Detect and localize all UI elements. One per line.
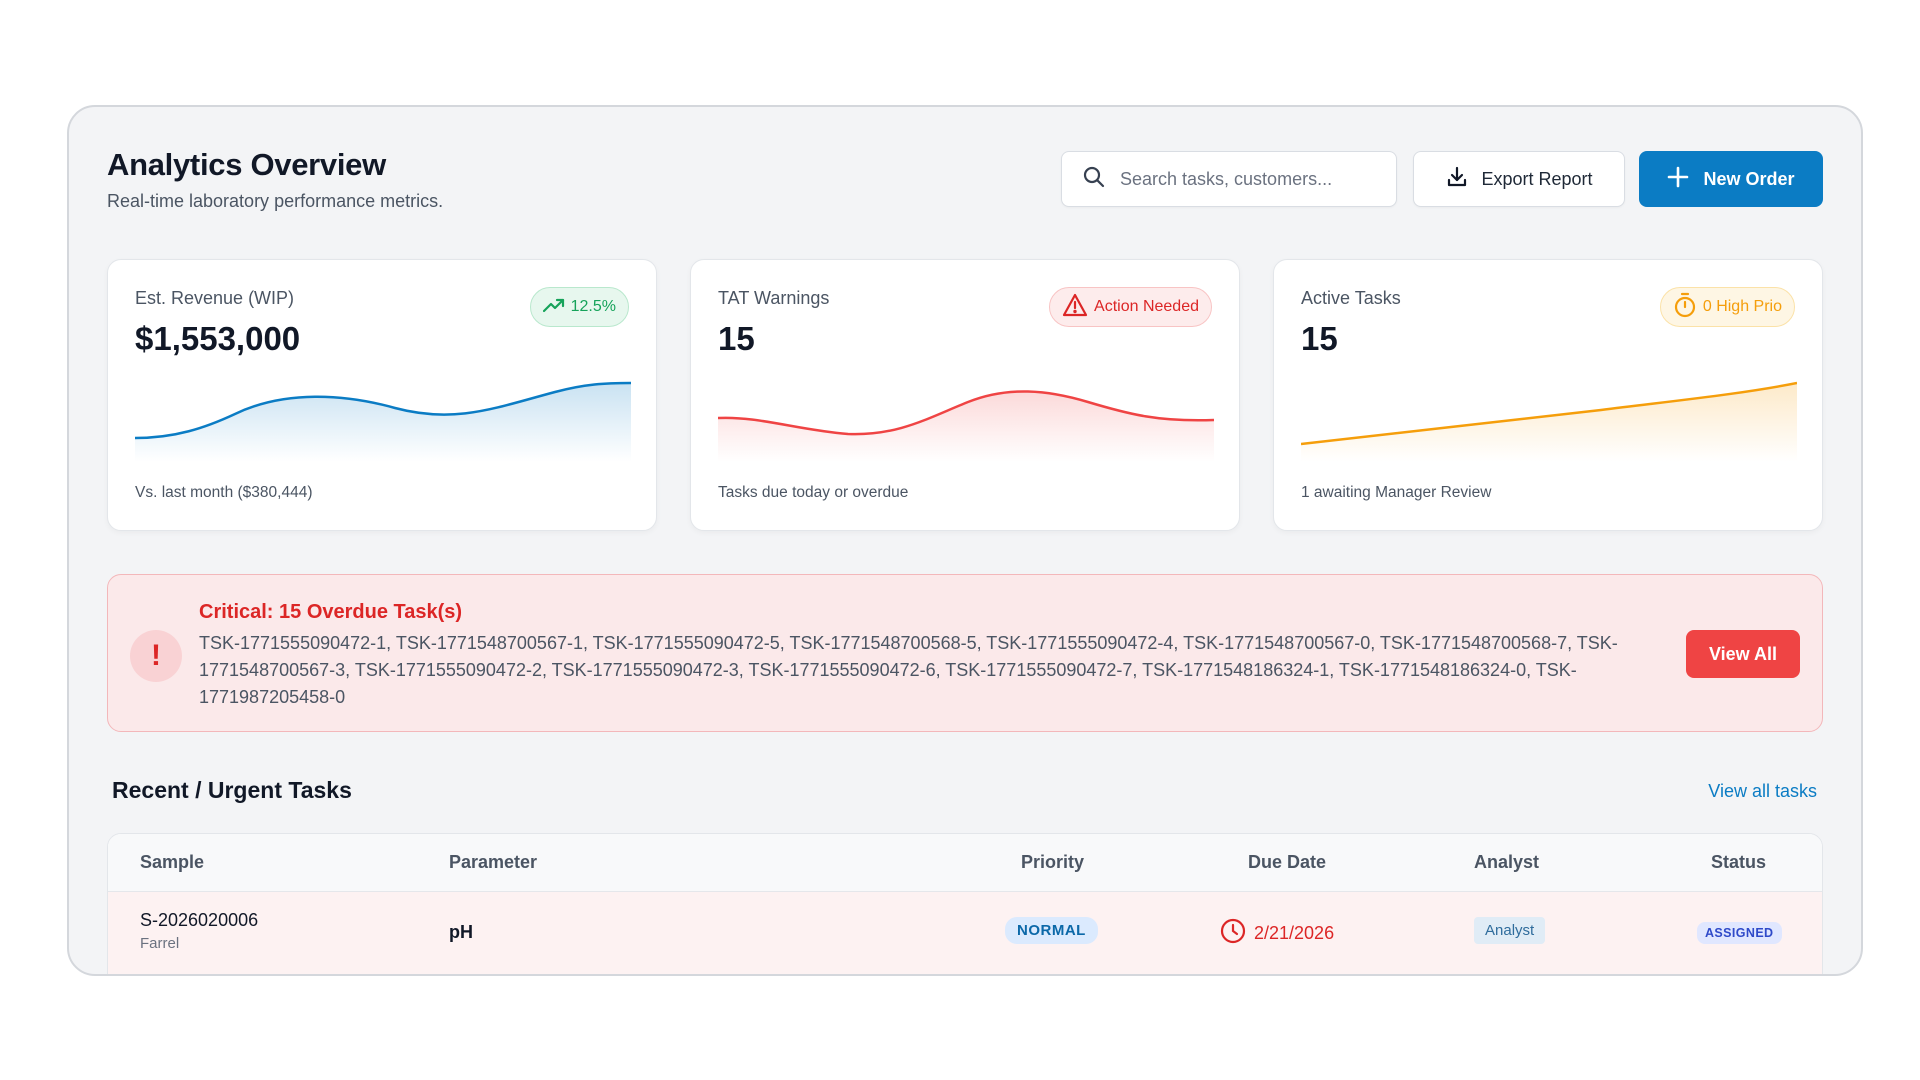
column-header-parameter[interactable]: Parameter xyxy=(449,852,538,872)
card-value: 15 xyxy=(1301,320,1338,357)
sample-id: S-2026020006 xyxy=(140,910,259,930)
priority-badge-text: 0 High Prio xyxy=(1702,298,1782,315)
sample-cell: S-2026020006 Farrel xyxy=(140,910,258,952)
tat-warnings-card: TAT Warnings 15 Action Needed xyxy=(690,259,1240,531)
new-order-button[interactable]: New Order xyxy=(1639,151,1823,207)
analyst-badge: Analyst xyxy=(1474,917,1546,944)
due-date-text: 2/21/2026 xyxy=(1254,923,1335,943)
status-cell: ASSIGNED xyxy=(1697,922,1782,944)
tat-sparkline xyxy=(718,390,1214,462)
section-title: Recent / Urgent Tasks xyxy=(112,777,352,803)
page-title: Analytics Overview xyxy=(107,147,386,182)
export-report-button[interactable]: Export Report xyxy=(1413,151,1625,207)
card-value: 15 xyxy=(718,320,755,357)
parameter-cell: pH xyxy=(449,922,473,942)
trend-badge: 12.5% xyxy=(529,287,629,327)
search-box[interactable] xyxy=(1061,151,1397,207)
column-header-priority[interactable]: Priority xyxy=(1021,852,1085,872)
column-header-status[interactable]: Status xyxy=(1711,852,1767,872)
search-input[interactable] xyxy=(1120,168,1360,190)
column-header-due-date[interactable]: Due Date xyxy=(1248,852,1327,872)
view-all-tasks-link[interactable]: View all tasks xyxy=(1708,781,1817,801)
card-label: TAT Warnings xyxy=(718,288,830,308)
clock-icon xyxy=(1220,918,1246,949)
analyst-cell: Analyst xyxy=(1474,917,1546,944)
action-badge: Action Needed xyxy=(1049,287,1212,327)
search-icon xyxy=(1082,165,1106,194)
trending-up-icon xyxy=(542,297,565,318)
card-label: Est. Revenue (WIP) xyxy=(135,288,295,308)
priority-cell: NORMAL xyxy=(1005,917,1098,944)
card-footer: Vs. last month ($380,444) xyxy=(135,484,313,501)
exclamation-icon: ! xyxy=(130,630,182,682)
priority-badge: NORMAL xyxy=(1005,917,1098,944)
new-order-label: New Order xyxy=(1703,168,1795,189)
action-badge-text: Action Needed xyxy=(1094,298,1199,315)
warning-triangle-icon xyxy=(1062,293,1088,322)
dashboard-frame: Analytics Overview Real-time laboratory … xyxy=(67,105,1863,976)
alert-task-list: TSK-1771555090472-1, TSK-1771548700567-1… xyxy=(199,633,1618,707)
status-badge: ASSIGNED xyxy=(1697,922,1782,944)
alert-title: Critical: 15 Overdue Task(s) xyxy=(199,601,463,623)
stopwatch-icon xyxy=(1673,292,1697,323)
view-all-button[interactable]: View All xyxy=(1686,630,1800,678)
active-tasks-sparkline xyxy=(1301,381,1797,462)
page-subtitle: Real-time laboratory performance metrics… xyxy=(107,191,444,211)
overdue-alert: ! Critical: 15 Overdue Task(s) TSK-17715… xyxy=(107,574,1823,732)
column-header-analyst[interactable]: Analyst xyxy=(1474,852,1540,872)
due-date-cell: 2/21/2026 xyxy=(1220,918,1334,949)
table-header: Sample Parameter Priority Due Date Analy… xyxy=(108,834,1822,892)
table-row[interactable]: S-2026020006 Farrel pH NORMAL 2/21/2026 xyxy=(108,892,1822,974)
download-icon xyxy=(1445,165,1469,194)
trend-badge-text: 12.5% xyxy=(570,298,616,315)
export-report-label: Export Report xyxy=(1481,168,1593,189)
column-header-sample[interactable]: Sample xyxy=(140,852,205,872)
card-footer: Tasks due today or overdue xyxy=(718,484,909,501)
customer-name: Farrel xyxy=(140,935,180,952)
priority-badge: 0 High Prio xyxy=(1659,287,1795,327)
card-label: Active Tasks xyxy=(1301,288,1401,308)
card-footer: 1 awaiting Manager Review xyxy=(1301,484,1492,501)
tasks-table: Sample Parameter Priority Due Date Analy… xyxy=(107,833,1823,974)
card-value: $1,553,000 xyxy=(135,320,301,357)
plus-icon xyxy=(1667,166,1689,193)
revenue-card: Est. Revenue (WIP) $1,553,000 12.5% xyxy=(107,259,657,531)
active-tasks-card: Active Tasks 15 0 High Prio xyxy=(1273,259,1823,531)
revenue-sparkline xyxy=(135,381,631,462)
